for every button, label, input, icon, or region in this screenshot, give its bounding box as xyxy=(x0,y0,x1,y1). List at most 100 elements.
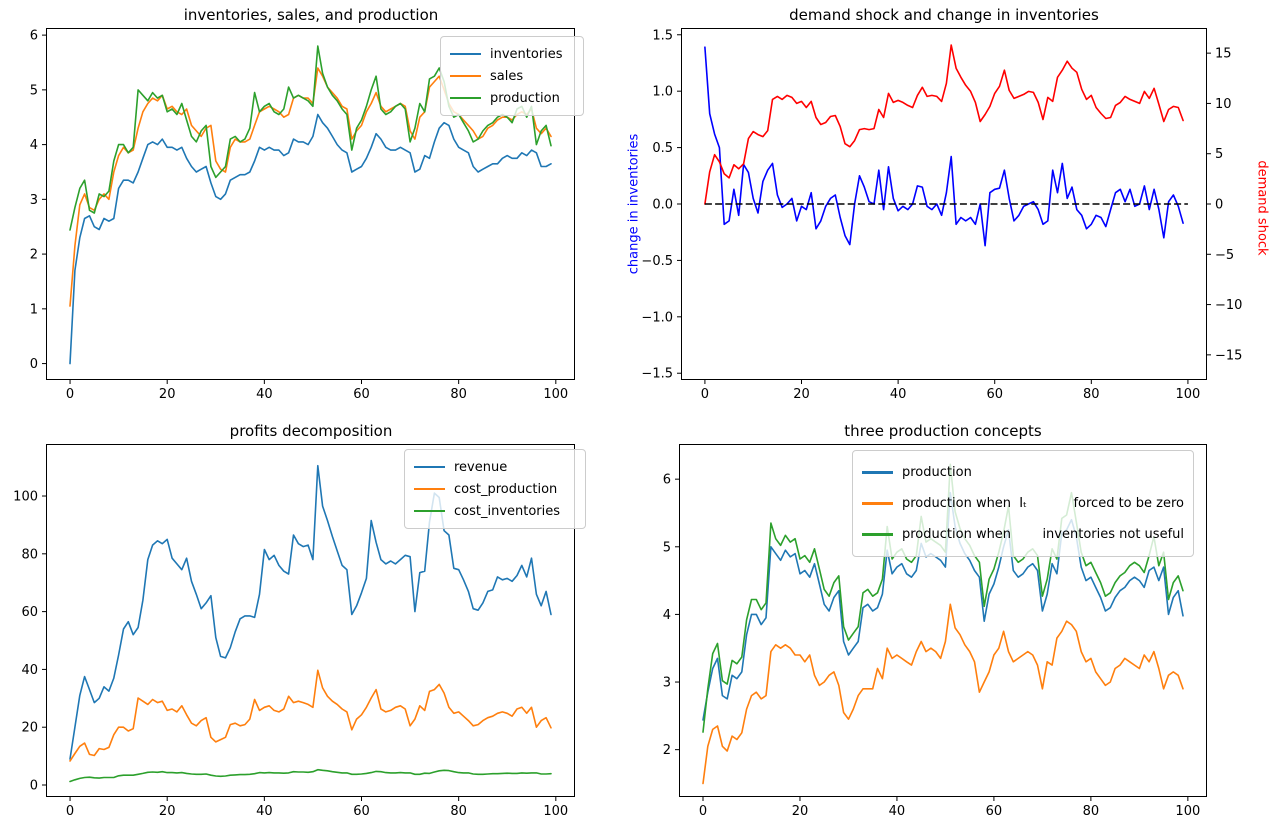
line-production xyxy=(69,45,552,231)
line-change-in-inventories xyxy=(704,46,1184,247)
legend-swatch-sales xyxy=(450,74,481,78)
legend-swatch-inventories xyxy=(450,52,481,56)
tick-label: 20 xyxy=(159,804,176,819)
panel-title-three-production-concepts: three production concepts xyxy=(844,422,1042,440)
legend-item-production: production xyxy=(450,87,574,109)
panel-title-demand-shock: demand shock and change in inventories xyxy=(789,6,1099,24)
tick-label: 80 xyxy=(1083,804,1100,819)
tick-label: 0 xyxy=(66,804,74,819)
tick-label: 20 xyxy=(21,721,38,736)
legend-item-production-no-inventories: production when inventories not useful xyxy=(862,519,1184,550)
tick-label: 80 xyxy=(450,387,467,402)
tick-label: −1.5 xyxy=(641,367,673,382)
legend-swatch-cost-production xyxy=(414,487,445,491)
tick-label: 0 xyxy=(66,387,74,402)
line-production-when-it-forced-to-be-zero xyxy=(702,603,1184,785)
line-inventories xyxy=(69,113,552,365)
tick-label: 100 xyxy=(13,490,38,505)
tick-label: 0 xyxy=(1215,198,1223,213)
plot-top-left: 0 20 40 60 80 100 0 1 2 3 4 5 6 xyxy=(30,28,575,402)
tick-label: 100 xyxy=(1175,804,1200,819)
line-production xyxy=(702,491,1184,721)
line-revenue xyxy=(69,464,552,760)
tick-label: 2 xyxy=(663,743,671,758)
legend-item-inventories: inventories xyxy=(450,43,574,65)
legend-item-production-forced-zero: production when Iₜ forced to be zero xyxy=(862,488,1184,519)
tick-label: 0 xyxy=(701,387,709,402)
tick-label: 1.5 xyxy=(652,28,673,43)
legend-item-cost-production: cost_production xyxy=(414,478,576,500)
tick-label: 60 xyxy=(986,387,1003,402)
legend-swatch-production-no-inventories xyxy=(862,533,893,536)
line-demand-shock xyxy=(704,44,1184,205)
axes-spines xyxy=(46,444,575,797)
tick-label: 40 xyxy=(889,804,906,819)
tick-label: 60 xyxy=(353,804,370,819)
legend-item-sales: sales xyxy=(450,65,574,87)
tick-label: 20 xyxy=(159,387,176,402)
legend-label: cost_production xyxy=(454,481,558,497)
tick-label: 3 xyxy=(30,193,38,208)
legend-bottom-left: revenue cost_production cost_inventories xyxy=(404,449,586,529)
tick-label: 80 xyxy=(21,547,38,562)
legend-label: production when xyxy=(902,527,1012,542)
ylabel-demand-shock: demand shock xyxy=(1254,160,1270,256)
tick-label: 4 xyxy=(30,138,38,153)
legend-item-production: production xyxy=(862,457,1184,488)
legend-bottom-right: production production when Iₜ forced to … xyxy=(852,450,1194,557)
tick-label: 60 xyxy=(986,804,1003,819)
tick-label: 15 xyxy=(1215,47,1232,62)
tick-label: 60 xyxy=(353,387,370,402)
tick-label: 20 xyxy=(793,387,810,402)
tick-label: 0.5 xyxy=(652,141,673,156)
tick-label: −15 xyxy=(1215,348,1242,363)
plot-bottom-left: 0 20 40 60 80 100 0 20 40 60 80 100 xyxy=(13,444,575,819)
axes-spines xyxy=(681,28,1207,380)
line-cost-production xyxy=(69,669,552,762)
legend-top-left: inventories sales production xyxy=(440,36,584,116)
tick-label: −5 xyxy=(1215,248,1234,263)
plot-top-right: 0 20 40 60 80 100−1.5−1.0−0.50.00.51.01.5−15−… xyxy=(641,28,1242,402)
tick-label: 40 xyxy=(256,387,273,402)
tick-label: 6 xyxy=(663,473,671,488)
tick-label: 2 xyxy=(30,248,38,263)
tick-label: 5 xyxy=(1215,147,1223,162)
tick-label: −10 xyxy=(1215,298,1242,313)
tick-label: 20 xyxy=(792,804,809,819)
tick-label: 0 xyxy=(699,804,707,819)
tick-label: 100 xyxy=(543,804,568,819)
legend-swatch-revenue xyxy=(414,465,445,469)
tick-label: 0.0 xyxy=(652,198,673,213)
tick-label: 5 xyxy=(30,83,38,98)
tick-label: 5 xyxy=(663,540,671,555)
tick-label: 0 xyxy=(30,779,38,794)
tick-label: 0 xyxy=(30,357,38,372)
tick-label: 40 xyxy=(21,663,38,678)
tick-label: 1 xyxy=(30,302,38,317)
tick-label: 4 xyxy=(663,608,671,623)
legend-label: production xyxy=(902,465,972,480)
tick-label: 80 xyxy=(450,804,467,819)
legend-label-suffix: inventories not useful xyxy=(1042,527,1184,542)
axes-spines xyxy=(46,28,575,380)
legend-label: sales xyxy=(490,68,524,84)
legend-label: production xyxy=(490,90,560,106)
tick-label: 10 xyxy=(1215,97,1232,112)
legend-swatch-cost-inventories xyxy=(414,509,445,513)
tick-label: 60 xyxy=(21,605,38,620)
legend-label: inventories xyxy=(490,46,563,62)
tick-label: 100 xyxy=(543,387,568,402)
legend-swatch-production xyxy=(862,471,893,474)
legend-label-suffix: forced to be zero xyxy=(1073,496,1184,511)
legend-label: production when Iₜ xyxy=(902,496,1027,511)
line-cost-inventories xyxy=(69,768,552,783)
tick-label: 1.0 xyxy=(652,85,673,100)
tick-label: 100 xyxy=(1176,387,1201,402)
panel-title-profits-decomposition: profits decomposition xyxy=(229,422,393,440)
axes-spines xyxy=(679,444,1207,797)
legend-item-cost-inventories: cost_inventories xyxy=(414,500,576,522)
legend-swatch-production-forced-zero xyxy=(862,502,893,505)
tick-label: −0.5 xyxy=(641,254,673,269)
tick-label: 6 xyxy=(30,29,38,44)
